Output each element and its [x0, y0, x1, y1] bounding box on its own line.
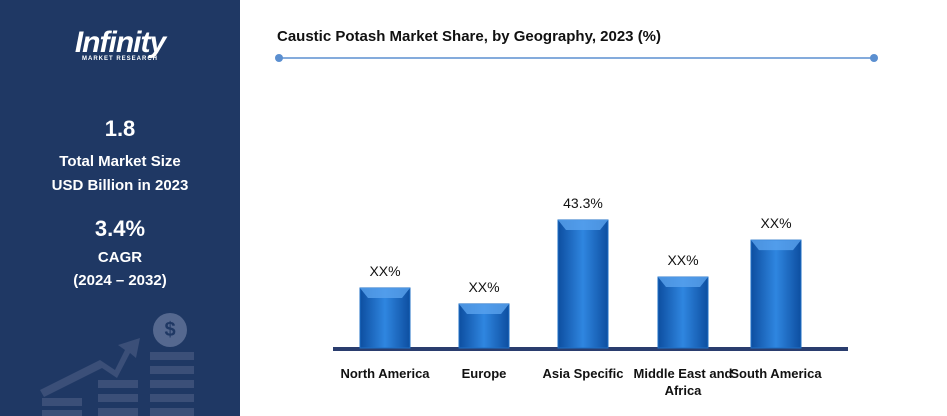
x-tick-label: South America	[730, 366, 822, 381]
data-label: XX%	[369, 263, 400, 279]
x-tick-label: Middle East and Africa	[633, 366, 733, 398]
cagr-value: 3.4%	[94, 216, 146, 241]
chart: XX% XX% 43.3% XX% XX%	[275, 54, 878, 351]
rule-dot	[275, 54, 283, 62]
data-label: XX%	[760, 215, 791, 231]
x-tick-label: North America	[340, 366, 430, 381]
cagr-label: CAGR	[97, 249, 143, 266]
svg-text:$: $	[164, 319, 175, 341]
side-decor: $	[40, 313, 194, 416]
x-tick-label: Asia Specific	[542, 366, 624, 381]
logo-subtitle: MARKET RESEARCH	[81, 56, 158, 62]
market-size-value: 1.8	[104, 116, 136, 141]
bar	[657, 276, 709, 349]
cagr-period: (2024 – 2032)	[73, 272, 167, 289]
side-panel: $ Infinity MARKET RESEARCH 1.8 Total Mar…	[0, 0, 240, 416]
data-label: XX%	[468, 279, 499, 295]
data-label: XX%	[667, 252, 698, 268]
bar	[359, 287, 411, 349]
bar	[458, 303, 510, 349]
bar	[750, 239, 802, 349]
market-size-label: USD Billion in 2023	[51, 177, 189, 194]
bar	[557, 219, 609, 349]
x-tick-label: Europe	[461, 366, 507, 381]
decor-icons	[40, 313, 194, 416]
baseline	[333, 347, 848, 351]
chart-title: Caustic Potash Market Share, by Geograph…	[277, 28, 662, 45]
rule-dot	[870, 54, 878, 62]
market-size-label: Total Market Size	[59, 153, 181, 170]
logo: Infinity	[74, 26, 166, 59]
data-label: 43.3%	[563, 195, 603, 211]
